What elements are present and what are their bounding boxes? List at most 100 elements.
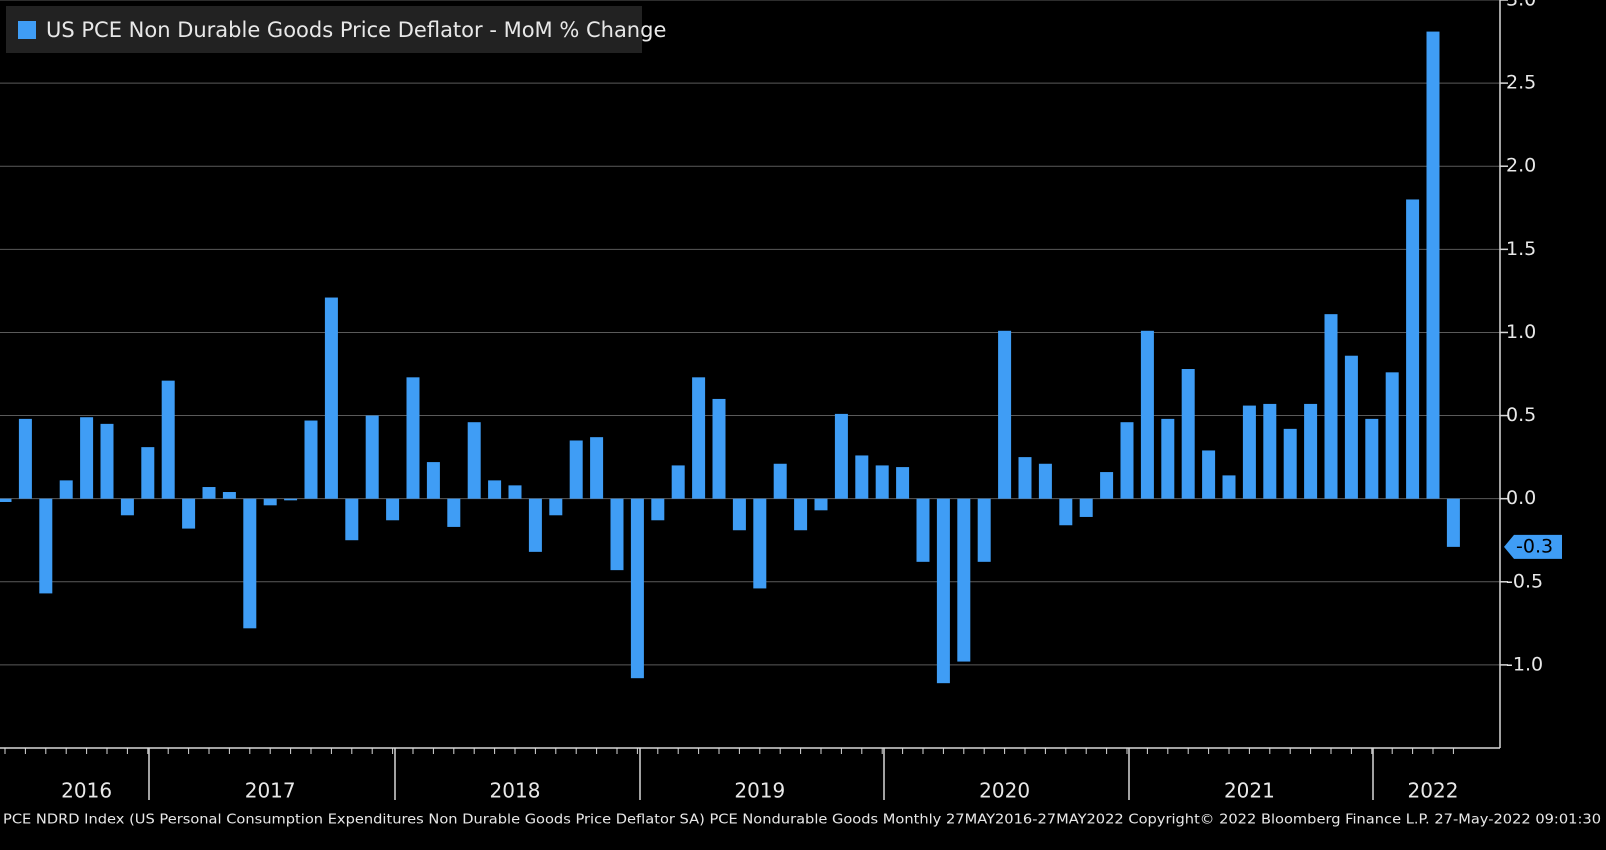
bar <box>80 417 94 499</box>
bar <box>141 447 155 499</box>
bar <box>610 498 624 571</box>
y-tick-label: 2.5 <box>1506 72 1536 94</box>
bar <box>1446 498 1460 547</box>
bar <box>651 498 665 521</box>
bar <box>284 498 298 501</box>
bar <box>1202 450 1216 499</box>
bar <box>1038 463 1052 499</box>
x-tick-label: 2019 <box>734 779 785 803</box>
bar <box>39 498 53 594</box>
bar <box>1406 199 1420 499</box>
bar <box>59 480 73 499</box>
bar <box>528 498 542 552</box>
bar <box>1263 403 1277 499</box>
bar <box>161 380 175 499</box>
y-tick-label: -1.0 <box>1506 653 1543 675</box>
x-tick-label: 2020 <box>979 779 1030 803</box>
bar <box>590 437 604 499</box>
bar <box>1161 418 1175 499</box>
bar <box>1365 418 1379 499</box>
x-tick-label: 2021 <box>1224 779 1275 803</box>
bar <box>100 423 114 499</box>
bar <box>1120 422 1134 499</box>
bar <box>202 487 216 499</box>
bar <box>1304 403 1318 499</box>
x-tick-label: 2022 <box>1408 779 1459 803</box>
bar <box>365 415 379 499</box>
y-tick-label: -0.5 <box>1506 570 1543 592</box>
y-tick-label: 1.5 <box>1506 238 1536 260</box>
bar <box>488 480 502 499</box>
bar <box>549 498 563 516</box>
bar <box>508 485 522 499</box>
bar <box>814 498 828 511</box>
bar <box>18 418 32 499</box>
bar <box>222 492 236 499</box>
bar <box>1018 457 1032 499</box>
bar <box>712 398 726 499</box>
bar <box>569 440 583 499</box>
bar <box>753 498 767 589</box>
bar <box>998 330 1012 499</box>
bar <box>977 498 991 562</box>
legend-box <box>6 6 642 53</box>
bar <box>875 465 889 499</box>
bar <box>794 498 808 531</box>
value-label-tag <box>1504 534 1562 559</box>
bar <box>1181 369 1195 499</box>
bar <box>426 462 440 499</box>
bar <box>692 377 706 499</box>
overlay: -1.0 -0.5 0.0 0.5 1.0 1.5 2.0 2.5 3.0 2016 2017 201… <box>4 0 1562 803</box>
bar <box>447 498 461 527</box>
bar <box>732 498 746 531</box>
bar <box>896 467 910 499</box>
bar <box>243 498 257 629</box>
legend-swatch <box>18 21 36 39</box>
bars <box>0 31 1460 684</box>
bar <box>0 498 12 502</box>
bar <box>630 498 644 679</box>
bar <box>1100 472 1114 499</box>
bar <box>1242 405 1256 499</box>
y-tick-label: 0.0 <box>1506 487 1536 509</box>
bar <box>1426 31 1440 499</box>
bar <box>406 377 420 499</box>
y-tick-label: 2.0 <box>1506 155 1536 177</box>
bar <box>855 455 869 499</box>
year-separators <box>148 748 1374 800</box>
y-tick-label: 0.5 <box>1506 404 1536 426</box>
bar <box>467 422 481 499</box>
bar <box>345 498 359 541</box>
y-tick-label: 1.0 <box>1506 321 1536 343</box>
chart-title: US PCE Non Durable Goods Price Deflator … <box>46 18 666 42</box>
x-tick-label: 2017 <box>245 779 296 803</box>
bar <box>386 498 400 521</box>
bar <box>182 498 196 529</box>
x-tick-label: 2016 <box>61 779 112 803</box>
footer: PCE NDRD Index (US Personal Consumption … <box>3 813 1601 828</box>
bar <box>1344 355 1358 499</box>
bar <box>324 297 338 499</box>
bar <box>1385 372 1399 499</box>
bar <box>304 420 318 499</box>
bar <box>263 498 277 506</box>
bar <box>671 465 685 499</box>
bar <box>936 498 950 684</box>
bar <box>1059 498 1073 526</box>
bar <box>1079 498 1093 517</box>
bar <box>1324 314 1338 499</box>
bar <box>1140 330 1154 499</box>
bar <box>834 413 848 499</box>
bar <box>773 463 787 499</box>
bar <box>1222 475 1236 499</box>
bar <box>916 498 930 562</box>
y-tick-label: 3.0 <box>1506 0 1536 11</box>
value-label: -0.3 <box>1516 535 1553 557</box>
bar <box>120 498 134 516</box>
bar <box>1283 428 1297 499</box>
x-tick-label: 2018 <box>490 779 541 803</box>
bar <box>957 498 971 662</box>
